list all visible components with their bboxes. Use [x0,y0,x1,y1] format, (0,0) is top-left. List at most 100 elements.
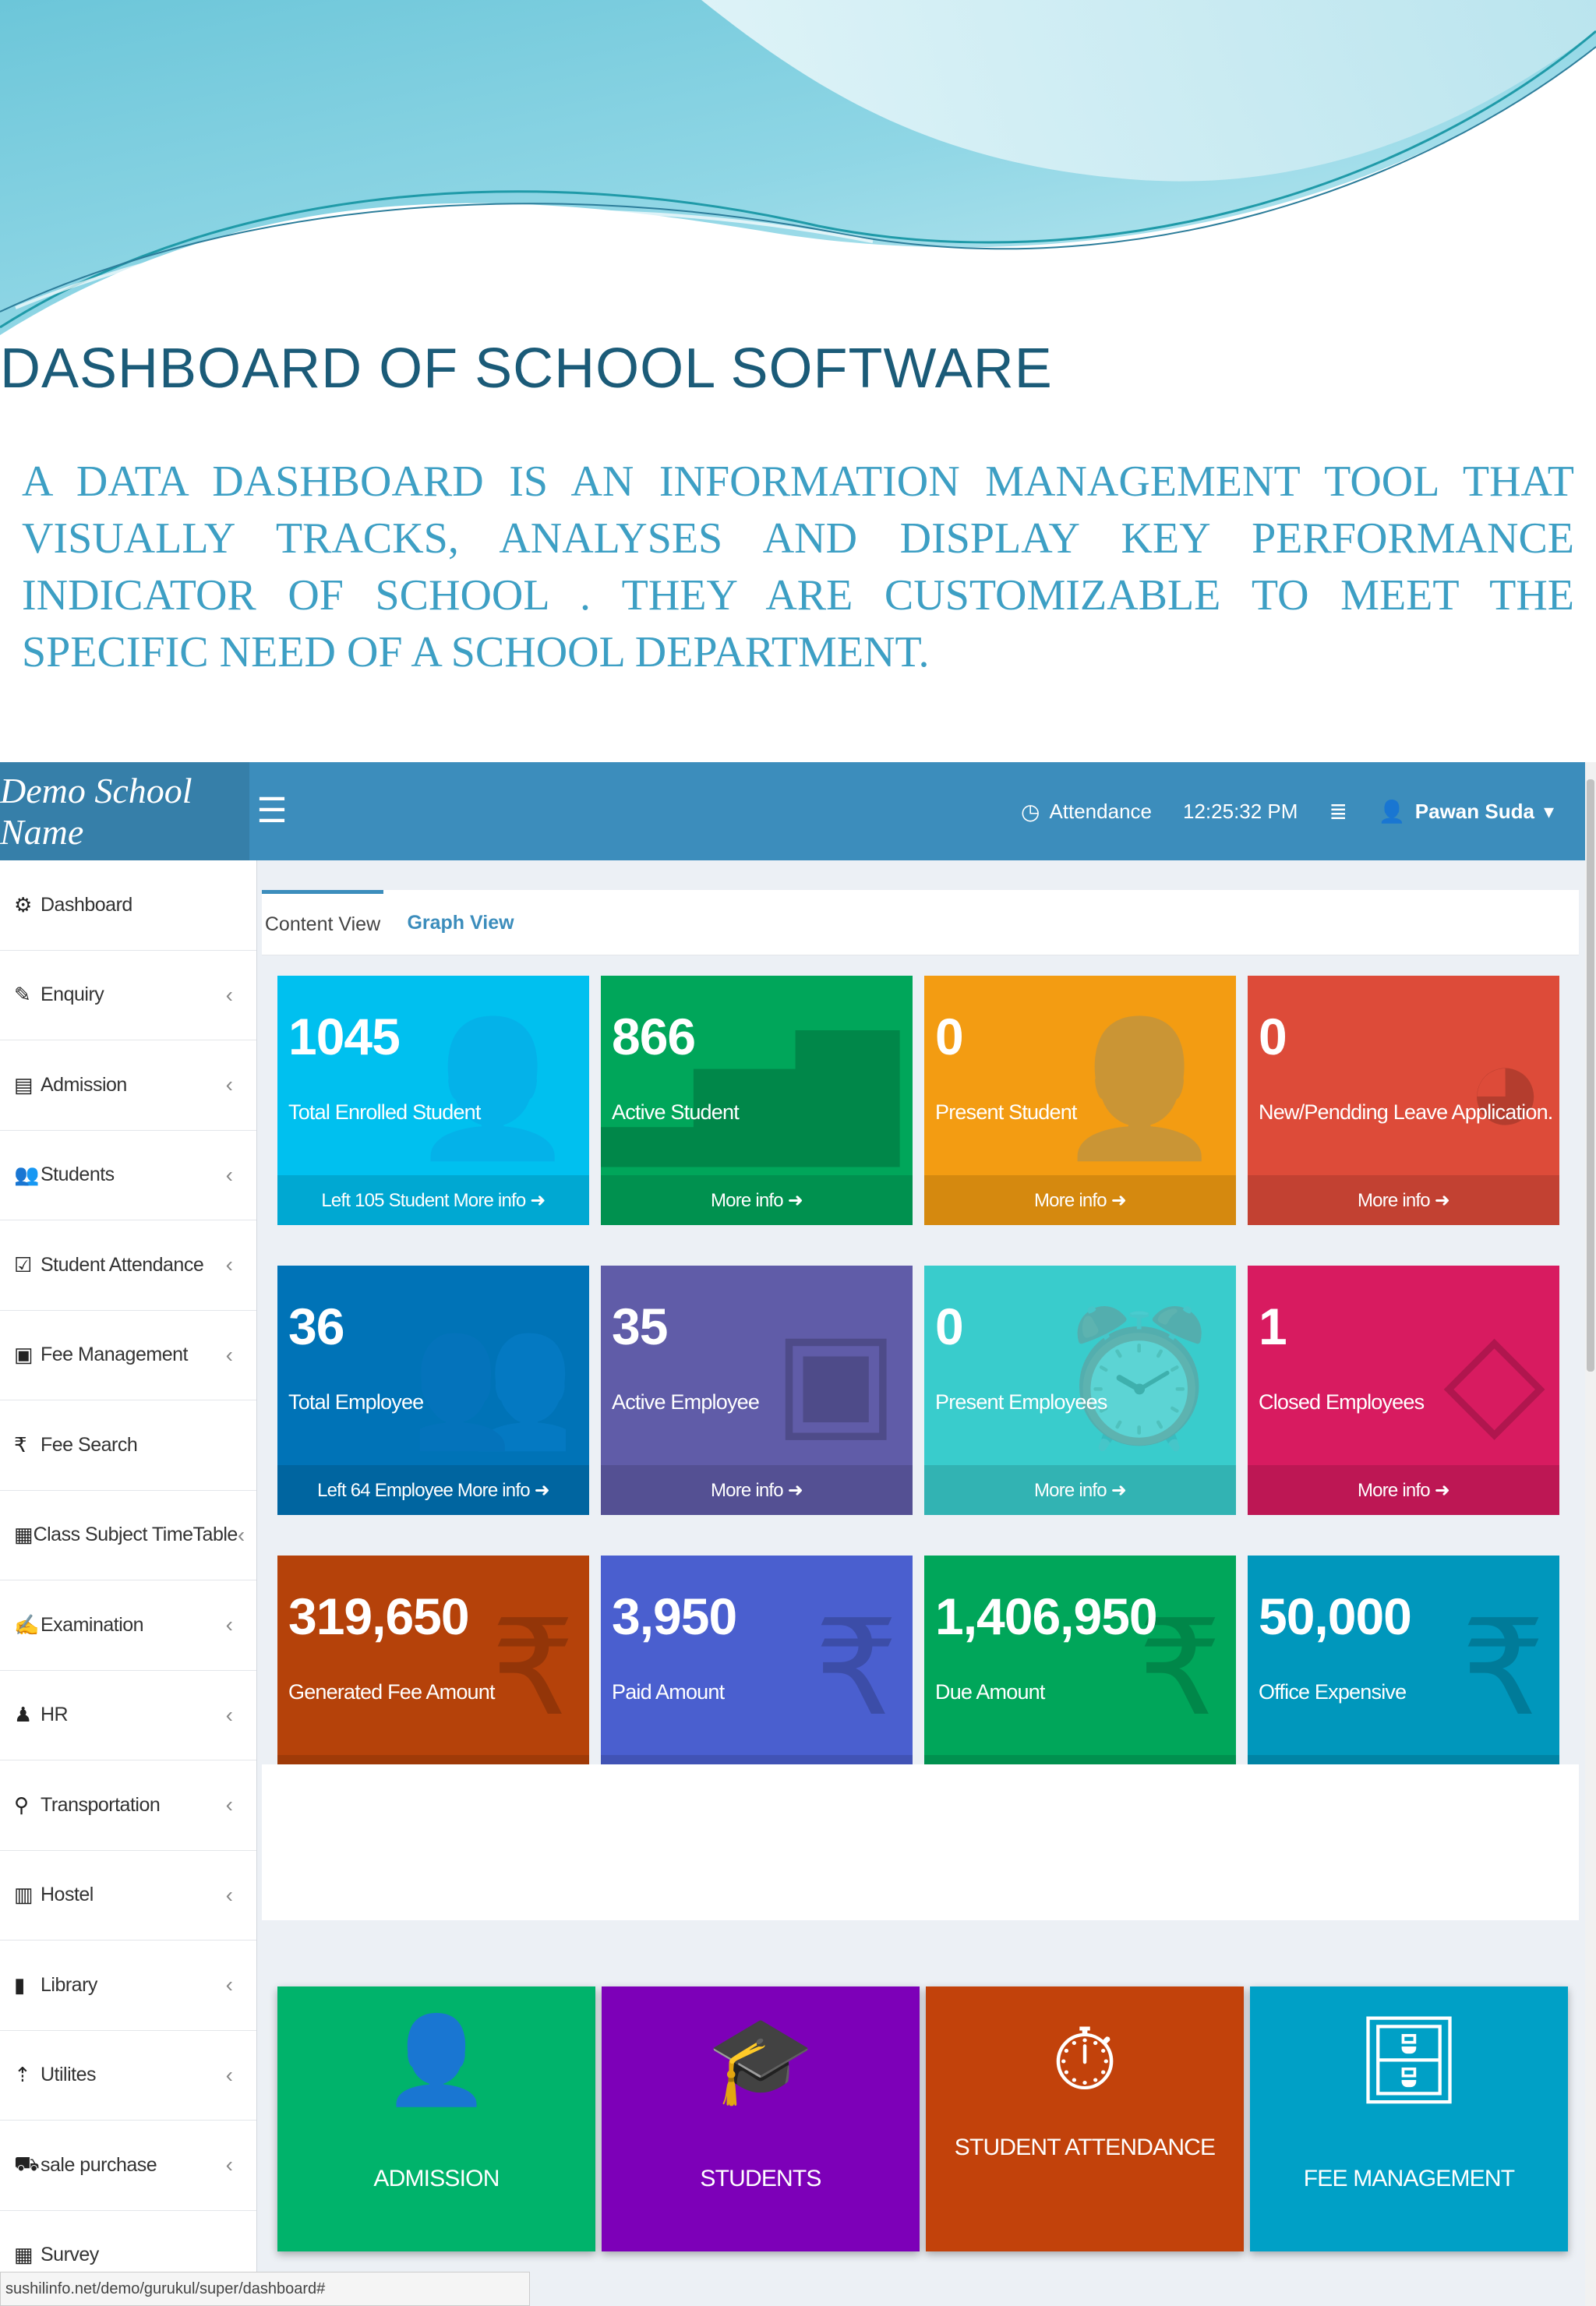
more-info-link[interactable]: More info ➜ [1248,1175,1559,1225]
chevron-left-icon: ‹ [237,1522,245,1547]
more-info-link[interactable]: More info ➜ [924,1465,1236,1515]
grid-icon: ▦ [14,2243,34,2267]
calendar-icon: ▣ [773,1305,899,1453]
pie-chart-icon: ◕ [1465,1015,1545,1163]
rupee-icon: ₹ [814,1594,899,1743]
stat-label: Closed Employees [1259,1390,1425,1414]
sidebar-item-label: Students [41,1164,115,1186]
stat-box: 👥 36 Total Employee Left 64 Employee More i… [277,1266,589,1515]
sidebar-item-fee-search[interactable]: ₹ Fee Search [0,1400,256,1491]
more-info-link[interactable]: More info ➜ [1248,1465,1559,1515]
sidebar-item-examination[interactable]: ✍ Examination ‹ [0,1580,256,1671]
rupee-icon: ₹ [1460,1594,1545,1743]
sidebar-item-sale-purchase[interactable]: ⛟ sale purchase ‹ [0,2121,256,2211]
module-tile-admission[interactable]: 👤 ADMISSION [277,1986,595,2251]
sidebar-item-fee-management[interactable]: ▣ Fee Management ‹ [0,1311,256,1400]
student-icon: 🎓 [707,2012,814,2108]
current-time: 12:25:32 PM [1183,799,1298,823]
rupee-icon: ₹ [1137,1594,1222,1743]
top-navbar: Demo School Name ☰ ◷ Attendance 12:25:32… [0,762,1585,860]
app-screenshot: Demo School Name ☰ ◷ Attendance 12:25:32… [0,762,1585,2306]
stat-label: Due Amount [935,1680,1045,1704]
stat-label: New/Pendding Leave Application. [1259,1100,1553,1124]
sidebar-item-hostel[interactable]: ▥ Hostel ‹ [0,1851,256,1941]
sidebar-item-admission[interactable]: ▤ Admission ‹ [0,1040,256,1131]
scrollbar-thumb[interactable] [1587,779,1594,1372]
sidebar-item-dashboard[interactable]: ⚙ Dashboard [0,860,256,951]
sidebar-item-student-attendance[interactable]: ☑ Student Attendance ‹ [0,1220,256,1311]
user-plus-icon: 👤 [1057,1015,1222,1163]
module-tile-fee-management[interactable]: 🗄 FEE MANAGEMENT [1250,1986,1568,2251]
clock-icon: ◷ [1021,799,1040,824]
module-label: FEE MANAGEMENT [1303,2166,1515,2191]
attendance-clock-icon: ⏱ [1051,2012,1118,2108]
cart-icon: ⛟ [14,2151,40,2175]
module-tile-students[interactable]: 🎓 STUDENTS [602,1986,920,2251]
more-info-link[interactable]: Left 64 Employee More info ➜ [277,1465,589,1515]
file-icon: ▤ [14,1072,34,1096]
stat-label: Present Student [935,1100,1077,1124]
stat-value: 0 [935,1298,964,1355]
sidebar-item-library[interactable]: ▮ Library ‹ [0,1941,256,2031]
stat-value: 319,650 [288,1587,470,1645]
stat-box: ▣ 35 Active Employee More info ➜ [601,1266,913,1515]
caret-down-icon: ▾ [1543,799,1554,823]
stat-value: 36 [288,1298,344,1355]
brand-logo[interactable]: Demo School Name [0,762,249,860]
sidebar-item-transportation[interactable]: ⚲ Transportation ‹ [0,1760,256,1851]
stat-box: ◕ 0 New/Pendding Leave Application. More in… [1248,976,1559,1225]
attendance-link[interactable]: ◷ Attendance [1021,799,1152,825]
sidebar-item-label: Transportation [41,1793,161,1816]
sidebar-item-students[interactable]: 👥 Students ‹ [0,1131,256,1220]
sidebar-item-enquiry[interactable]: ✎ Enquiry ‹ [0,951,256,1040]
stat-value: 0 [1259,1008,1287,1065]
users-icon: 👥 [14,1163,40,1187]
top-nav-right: ◷ Attendance 12:25:32 PM ≣ 👤 Pawan Suda … [1021,762,1554,860]
module-label: STUDENTS [700,2166,821,2191]
more-info-link[interactable]: More info ➜ [601,1465,913,1515]
stat-label: Total Employee [288,1390,424,1414]
more-info-link[interactable]: Left 105 Student More info ➜ [277,1175,589,1225]
sidebar-item-utilites[interactable]: ⇡ Utilites ‹ [0,2031,256,2121]
slide-description: A DATA DASHBOARD IS AN INFORMATION MANAG… [22,457,1574,676]
more-info-link[interactable]: More info ➜ [601,1175,913,1225]
sidebar-item-label: Student Attendance [41,1253,204,1276]
chevron-left-icon: ‹ [225,1342,233,1367]
content-panel [262,1764,1579,1920]
chevron-left-icon: ‹ [225,1882,233,1907]
chevron-left-icon: ‹ [225,1252,233,1277]
bar-chart-icon: ▂▅▇ [601,1015,899,1163]
module-tile-student-attendance[interactable]: ⏱ STUDENT ATTENDANCE [926,1986,1244,2251]
stat-label: Total Enrolled Student [288,1100,481,1124]
stat-box: ▂▅▇ 866 Active Student More info ➜ [601,976,913,1225]
sidebar-item-label: Dashboard [41,893,132,916]
map-marker-icon: ⚲ [14,1792,30,1817]
tab-content-view[interactable]: Content View [262,890,383,955]
stat-label: Active Student [612,1100,740,1124]
dashboard-icon: ⚙ [14,892,33,916]
stat-box: 👤 0 Present Student More info ➜ [924,976,1236,1225]
menu-toggle-icon[interactable]: ☰ [256,792,288,830]
admission-icon: 👤 [383,2012,490,2108]
view-tabs: Content View Graph View [262,890,1579,955]
chevron-left-icon: ‹ [225,1792,233,1817]
sidebar-item-label: Survey [41,2244,99,2266]
chevron-left-icon: ‹ [225,2152,233,2177]
sidebar-item-hr[interactable]: ♟ HR ‹ [0,1671,256,1760]
chevron-left-icon: ‹ [225,2062,233,2087]
stat-value: 1045 [288,1008,401,1065]
user-icon: 👤 [1378,799,1406,824]
menu-list-button[interactable]: ≣ [1329,799,1347,825]
tab-graph-view[interactable]: Graph View [407,911,514,934]
sidebar: ⚙ Dashboard ✎ Enquiry ‹ ▤ Admission ‹ 👥 Students ‹… [0,860,257,2306]
stat-value: 35 [612,1298,668,1355]
exam-icon: ✍ [14,1612,40,1637]
calendar-icon: ▦ [14,1523,34,1547]
stat-box: 👤 1045 Total Enrolled Student Left 105 Stud… [277,976,589,1225]
stat-value: 1 [1259,1298,1287,1355]
more-info-link[interactable]: More info ➜ [924,1175,1236,1225]
user-menu[interactable]: 👤 Pawan Suda ▾ [1379,799,1554,825]
sidebar-item-class-subject-timetable[interactable]: ▦ Class Subject TimeTable ‹ [0,1491,256,1580]
sidebar-item-label: Utilites [41,2064,97,2086]
sidebar-item-label: Hostel [41,1884,94,1906]
